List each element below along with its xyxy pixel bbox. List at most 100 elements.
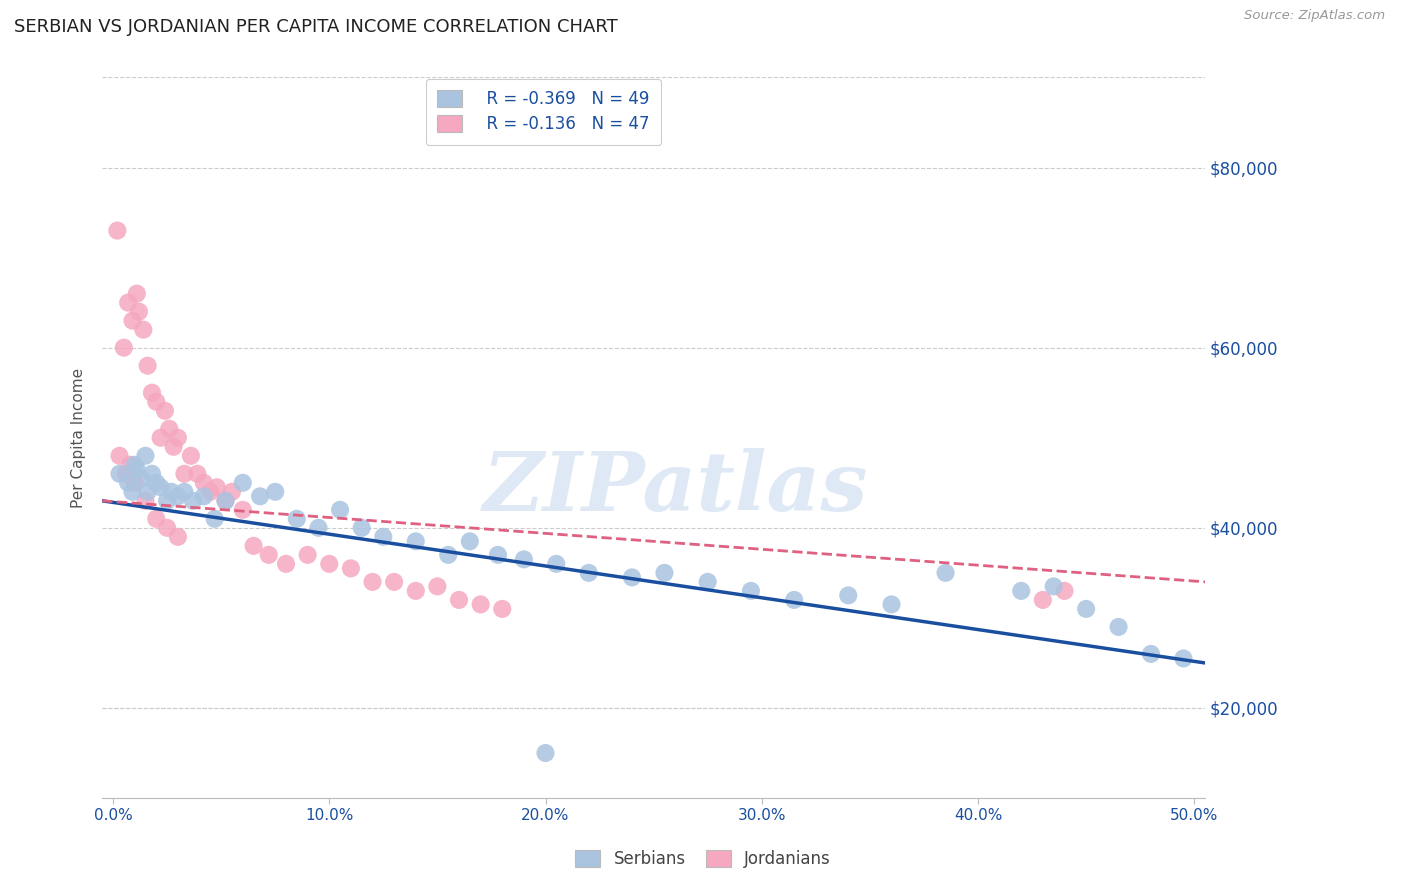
Point bbox=[1010, 583, 1032, 598]
Point bbox=[173, 484, 195, 499]
Point bbox=[242, 539, 264, 553]
Point bbox=[136, 484, 159, 499]
Point bbox=[249, 489, 271, 503]
Point bbox=[115, 467, 138, 481]
Point bbox=[132, 323, 155, 337]
Point bbox=[696, 574, 718, 589]
Point bbox=[654, 566, 676, 580]
Point bbox=[621, 570, 644, 584]
Point bbox=[120, 458, 142, 472]
Point bbox=[125, 462, 148, 476]
Point bbox=[405, 534, 427, 549]
Point bbox=[274, 557, 297, 571]
Point bbox=[513, 552, 536, 566]
Y-axis label: Per Capita Income: Per Capita Income bbox=[72, 368, 86, 508]
Point bbox=[447, 593, 470, 607]
Point bbox=[193, 475, 215, 490]
Point bbox=[470, 598, 492, 612]
Point bbox=[134, 493, 156, 508]
Point bbox=[426, 579, 449, 593]
Point bbox=[578, 566, 600, 580]
Point bbox=[124, 458, 146, 472]
Point bbox=[297, 548, 319, 562]
Legend: Serbians, Jordanians: Serbians, Jordanians bbox=[568, 843, 838, 875]
Point bbox=[121, 484, 143, 499]
Point bbox=[1074, 602, 1097, 616]
Point bbox=[373, 530, 395, 544]
Point bbox=[221, 484, 243, 499]
Point bbox=[232, 475, 254, 490]
Point bbox=[160, 484, 183, 499]
Point bbox=[157, 422, 180, 436]
Point bbox=[134, 449, 156, 463]
Point bbox=[108, 467, 131, 481]
Point bbox=[180, 449, 202, 463]
Point bbox=[141, 385, 163, 400]
Point bbox=[382, 574, 405, 589]
Point bbox=[205, 480, 228, 494]
Point bbox=[232, 503, 254, 517]
Point bbox=[340, 561, 363, 575]
Point bbox=[350, 521, 373, 535]
Point bbox=[149, 431, 172, 445]
Point bbox=[125, 286, 148, 301]
Point bbox=[1053, 583, 1076, 598]
Point bbox=[167, 431, 190, 445]
Point bbox=[546, 557, 568, 571]
Point bbox=[156, 493, 179, 508]
Point bbox=[149, 480, 172, 494]
Point bbox=[167, 530, 190, 544]
Point bbox=[405, 583, 427, 598]
Point bbox=[145, 475, 167, 490]
Point bbox=[486, 548, 509, 562]
Point bbox=[121, 313, 143, 327]
Point bbox=[129, 471, 152, 485]
Text: ZIPatlas: ZIPatlas bbox=[482, 448, 869, 528]
Point bbox=[117, 295, 139, 310]
Point bbox=[173, 467, 195, 481]
Point bbox=[162, 440, 184, 454]
Point bbox=[156, 521, 179, 535]
Point bbox=[1042, 579, 1064, 593]
Point bbox=[307, 521, 329, 535]
Point bbox=[1108, 620, 1130, 634]
Point bbox=[437, 548, 460, 562]
Point bbox=[200, 484, 222, 499]
Point bbox=[117, 475, 139, 490]
Point bbox=[257, 548, 280, 562]
Point bbox=[491, 602, 513, 616]
Point bbox=[935, 566, 957, 580]
Point bbox=[214, 493, 236, 508]
Text: SERBIAN VS JORDANIAN PER CAPITA INCOME CORRELATION CHART: SERBIAN VS JORDANIAN PER CAPITA INCOME C… bbox=[14, 18, 617, 36]
Point bbox=[880, 598, 903, 612]
Point bbox=[128, 304, 150, 318]
Point bbox=[318, 557, 340, 571]
Point bbox=[181, 493, 204, 508]
Point bbox=[1140, 647, 1163, 661]
Point bbox=[361, 574, 384, 589]
Point bbox=[145, 512, 167, 526]
Point bbox=[534, 746, 557, 760]
Point bbox=[783, 593, 806, 607]
Point bbox=[167, 489, 190, 503]
Point bbox=[153, 403, 176, 417]
Point bbox=[285, 512, 308, 526]
Point bbox=[329, 503, 352, 517]
Point bbox=[136, 359, 159, 373]
Point bbox=[204, 512, 226, 526]
Point bbox=[141, 467, 163, 481]
Point bbox=[1032, 593, 1054, 607]
Point bbox=[105, 223, 128, 237]
Point bbox=[214, 493, 236, 508]
Legend:   R = -0.369   N = 49,   R = -0.136   N = 47: R = -0.369 N = 49, R = -0.136 N = 47 bbox=[426, 78, 661, 145]
Text: Source: ZipAtlas.com: Source: ZipAtlas.com bbox=[1244, 9, 1385, 22]
Point bbox=[264, 484, 287, 499]
Point bbox=[112, 341, 135, 355]
Point bbox=[145, 394, 167, 409]
Point bbox=[124, 475, 146, 490]
Point bbox=[193, 489, 215, 503]
Point bbox=[458, 534, 481, 549]
Point bbox=[108, 449, 131, 463]
Point bbox=[186, 467, 208, 481]
Point bbox=[1173, 651, 1195, 665]
